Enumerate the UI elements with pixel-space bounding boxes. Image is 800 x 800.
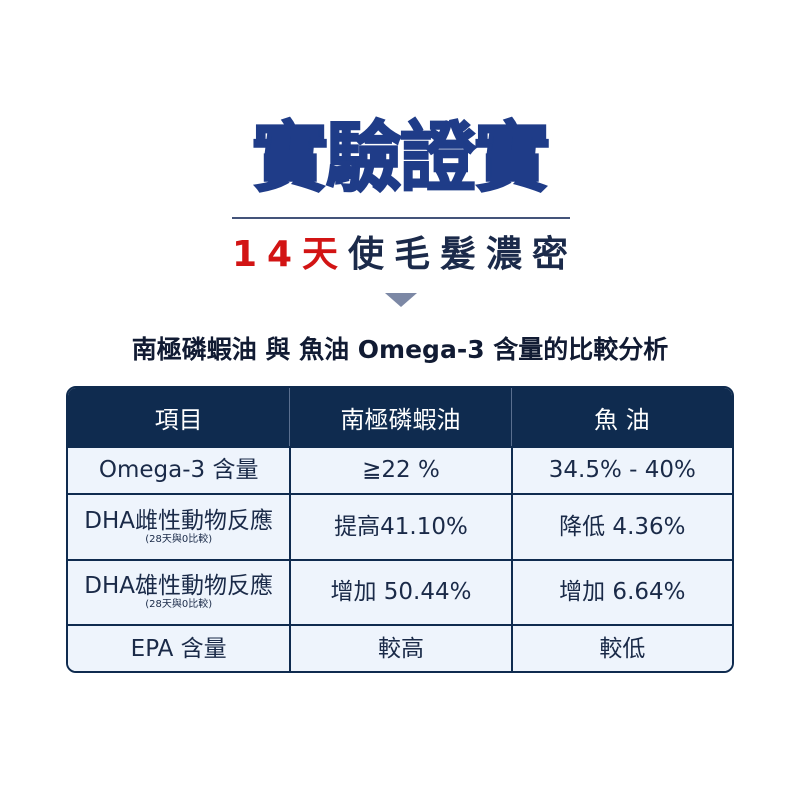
krill-value: 較高 [289,624,511,671]
row-note: (28天與0比較) [145,533,213,545]
header-krill-oil: 南極磷蝦油 [289,388,511,446]
table-row: DHA雌性動物反應 (28天與0比較) 提高41.10% 降低 4.36% [68,492,732,559]
table-header-row: 項目 南極磷蝦油 魚 油 [68,388,732,446]
fish-value: 增加 6.64% [510,558,732,625]
table-row: Omega-3 含量 ≧22 % 34.5% - 40% [68,446,732,493]
row-label: EPA 含量 [68,624,290,671]
fish-value: 降低 4.36% [510,492,732,559]
subtitle: 14天使毛髮濃密 [0,230,800,280]
row-label: Omega-3 含量 [68,446,290,493]
row-note: (28天與0比較) [145,599,213,611]
page-title: 實驗證實 [251,112,551,203]
fish-value: 34.5% - 40% [510,446,732,493]
table-row: EPA 含量 較高 較低 [68,624,732,671]
divider [232,217,570,219]
down-triangle-icon [385,293,417,307]
subtitle-text: 使毛髮濃密 [348,234,579,275]
krill-value: 增加 50.44% [289,558,511,625]
row-label: DHA雌性動物反應 (28天與0比較) [68,492,290,559]
krill-value: 提高41.10% [289,492,511,559]
krill-value: ≧22 % [289,446,511,493]
header-item: 項目 [68,388,290,446]
comparison-table: 項目 南極磷蝦油 魚 油 Omega-3 含量 ≧22 % 34.5% - 40… [66,386,734,673]
row-label-text: EPA 含量 [130,635,227,662]
subtitle-highlight: 14天 [231,234,349,275]
row-label-text: DHA雄性動物反應 [84,573,274,600]
section-heading: 南極磷蝦油 與 魚油 Omega-3 含量的比較分析 [131,335,669,364]
fish-value: 較低 [510,624,732,671]
header-fish-oil: 魚 油 [510,388,732,446]
table-row: DHA雄性動物反應 (28天與0比較) 增加 50.44% 增加 6.64% [68,558,732,625]
row-label-text: Omega-3 含量 [98,457,259,484]
row-label-text: DHA雌性動物反應 [84,507,274,534]
row-label: DHA雄性動物反應 (28天與0比較) [68,558,290,625]
